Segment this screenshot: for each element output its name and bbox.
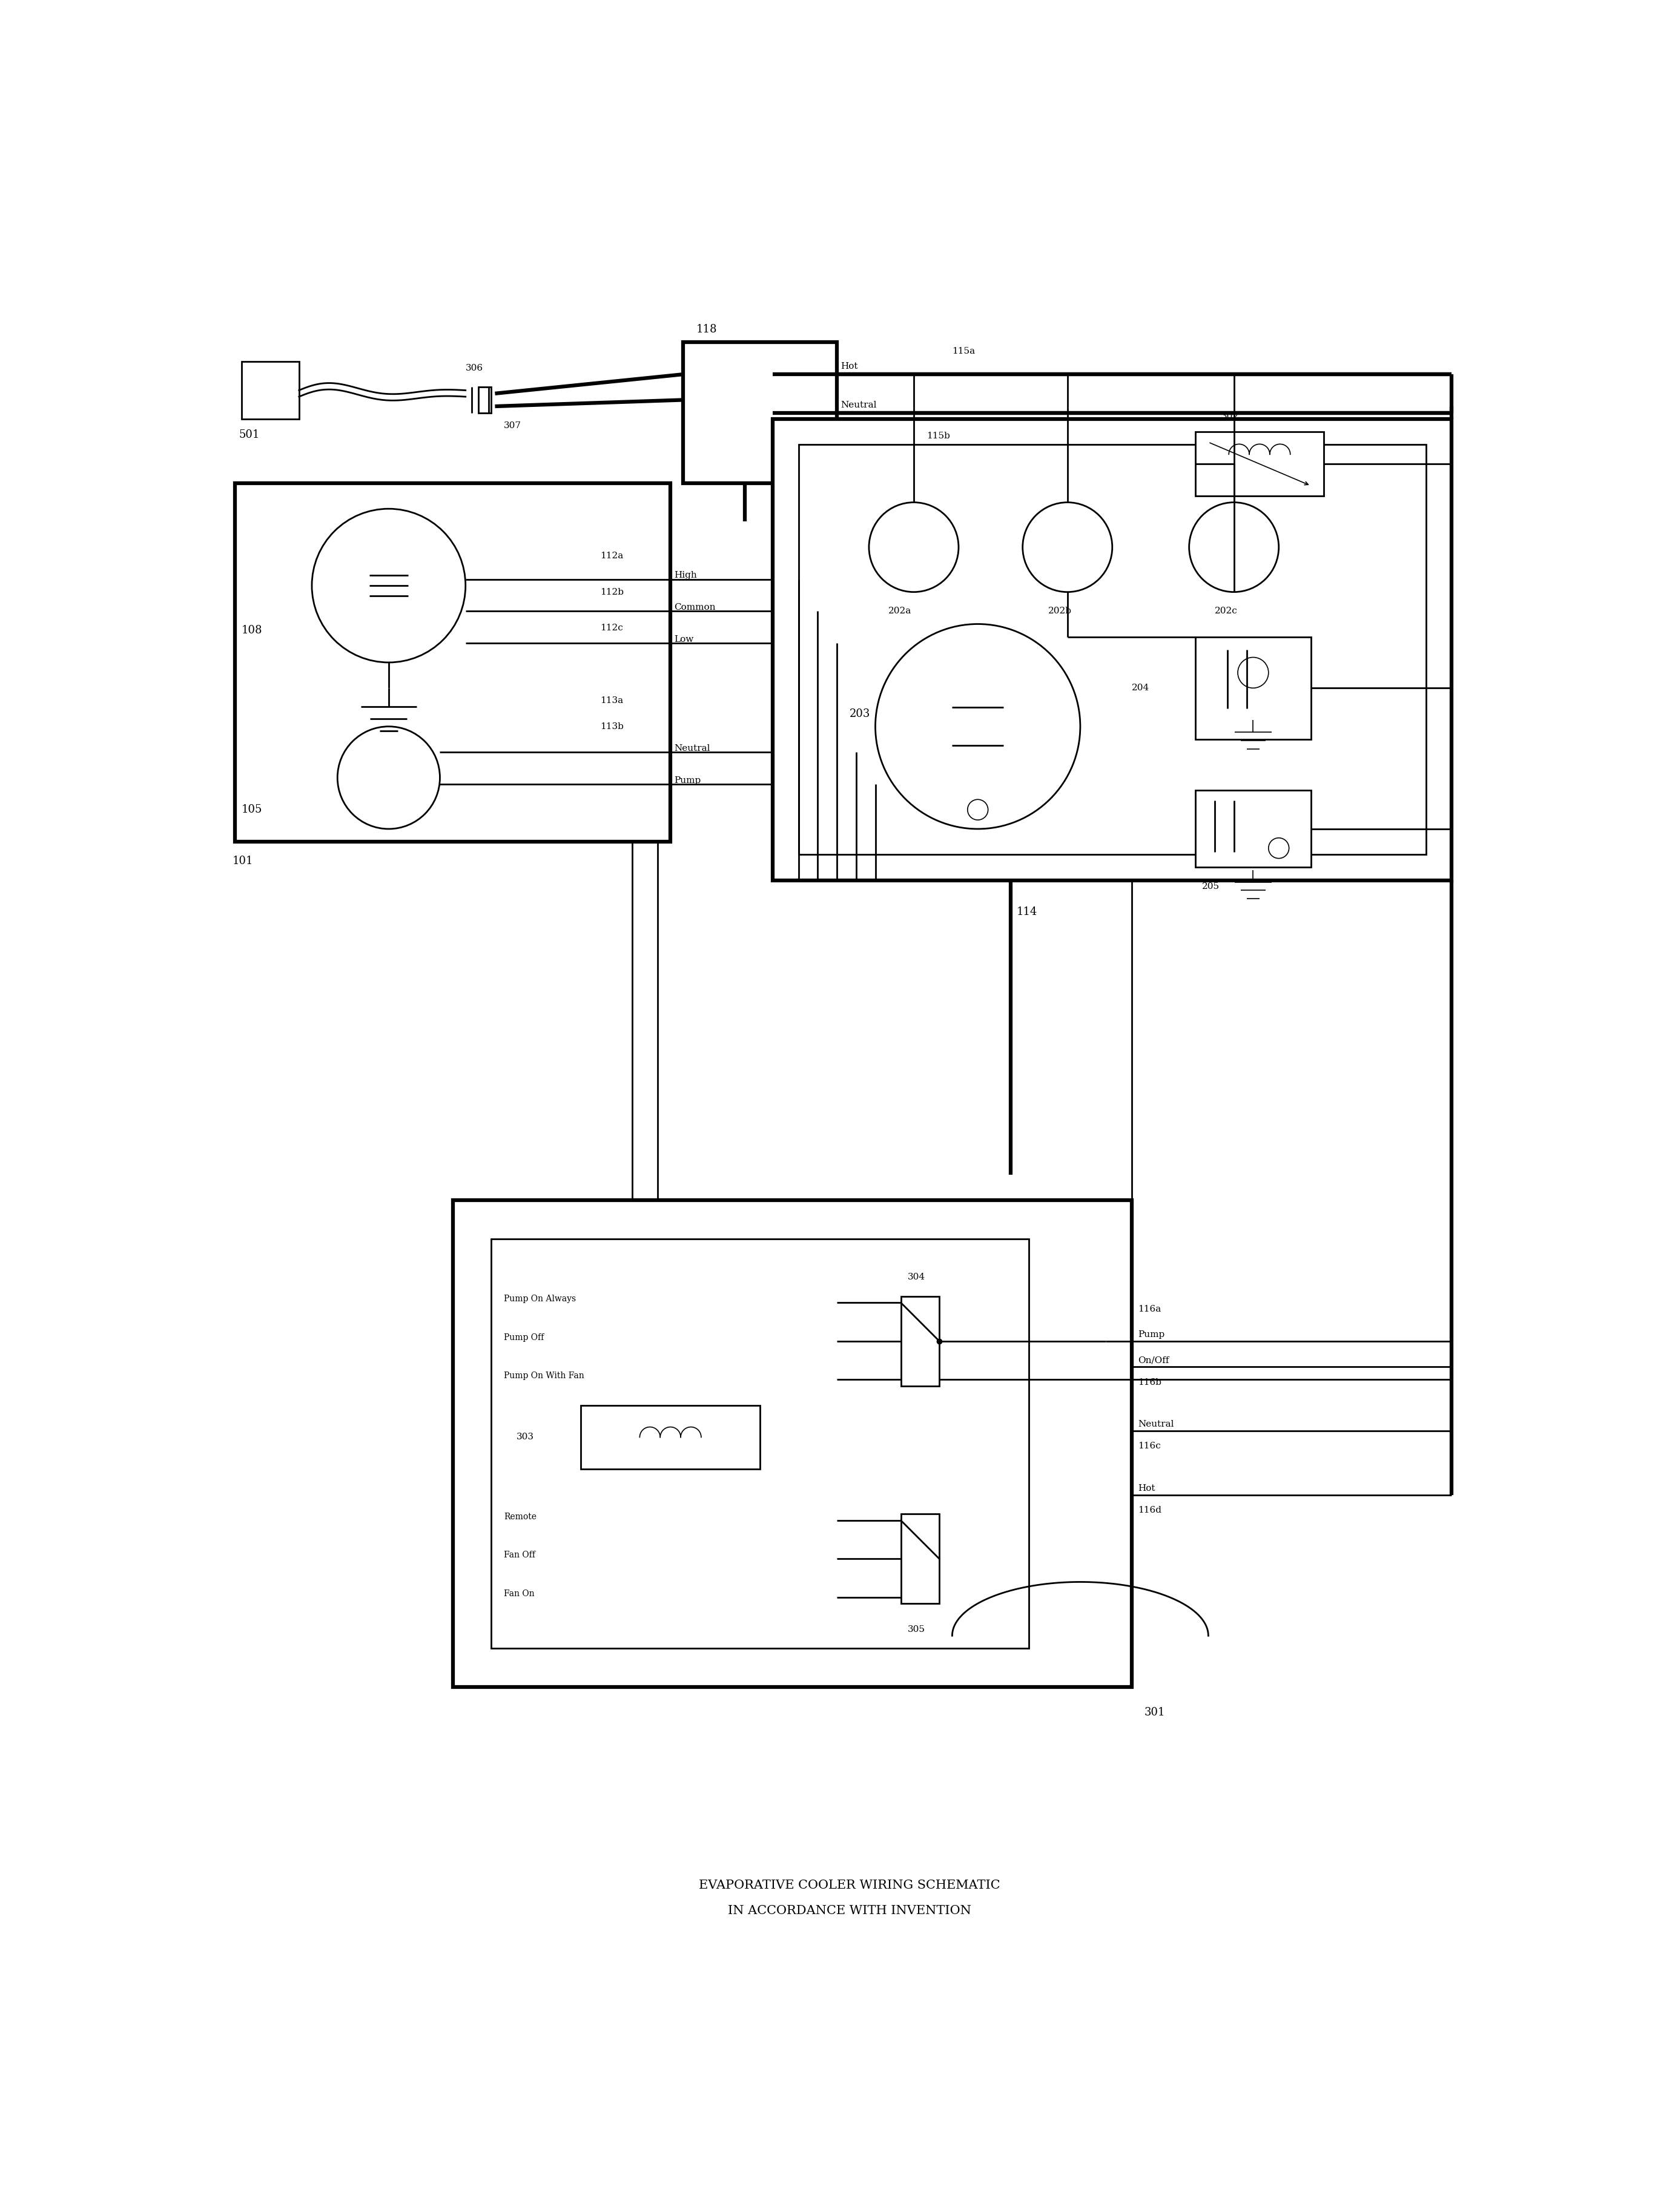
- Text: 116b: 116b: [1137, 1378, 1162, 1387]
- Text: Pump: Pump: [1137, 1332, 1164, 1338]
- Text: 101: 101: [232, 856, 254, 867]
- Text: Hot: Hot: [841, 363, 859, 372]
- Circle shape: [968, 799, 988, 821]
- Text: 116a: 116a: [1137, 1305, 1161, 1314]
- Circle shape: [869, 502, 958, 593]
- Text: Fan On: Fan On: [504, 1588, 534, 1597]
- Text: 202a: 202a: [889, 606, 912, 615]
- Text: 305: 305: [907, 1626, 925, 1632]
- Text: 112c: 112c: [600, 624, 623, 633]
- Text: 115a: 115a: [952, 347, 975, 356]
- Bar: [491, 1239, 1030, 1648]
- Circle shape: [1189, 502, 1278, 593]
- Text: 205: 205: [1202, 883, 1220, 891]
- Bar: [1195, 790, 1311, 867]
- Text: 108: 108: [242, 626, 262, 635]
- Text: 112a: 112a: [600, 553, 623, 560]
- Text: Neutral: Neutral: [675, 743, 710, 752]
- Text: 105: 105: [242, 805, 262, 816]
- Text: 115b: 115b: [927, 431, 950, 440]
- Text: Neutral: Neutral: [1137, 1420, 1174, 1429]
- Text: Hot: Hot: [1137, 1484, 1156, 1493]
- Text: IN ACCORDANCE WITH INVENTION: IN ACCORDANCE WITH INVENTION: [728, 1905, 972, 1918]
- Text: On/Off: On/Off: [1137, 1356, 1169, 1365]
- Text: Pump On Always: Pump On Always: [504, 1294, 575, 1303]
- Text: Pump: Pump: [675, 776, 701, 785]
- Bar: [900, 1296, 940, 1387]
- Text: 118: 118: [696, 323, 716, 334]
- Text: Remote: Remote: [504, 1513, 537, 1522]
- Text: 203: 203: [849, 708, 870, 719]
- Bar: [1195, 637, 1311, 739]
- Text: 202b: 202b: [1048, 606, 1071, 615]
- Text: 304: 304: [907, 1272, 925, 1281]
- Bar: [1195, 431, 1323, 495]
- Bar: [773, 418, 1452, 880]
- Text: Neutral: Neutral: [841, 400, 877, 409]
- Text: 302: 302: [1222, 411, 1239, 420]
- Circle shape: [1239, 657, 1268, 688]
- Text: 204: 204: [1131, 684, 1149, 692]
- Bar: [478, 387, 491, 414]
- Text: Pump Off: Pump Off: [504, 1334, 544, 1340]
- Bar: [900, 1513, 940, 1604]
- Text: Common: Common: [675, 604, 716, 611]
- Text: 301: 301: [1144, 1708, 1166, 1719]
- Text: Low: Low: [675, 635, 693, 644]
- Text: 303: 303: [517, 1433, 534, 1442]
- Text: 307: 307: [504, 420, 522, 429]
- Text: Pump On With Fan: Pump On With Fan: [504, 1371, 584, 1380]
- Circle shape: [1023, 502, 1113, 593]
- Bar: [235, 482, 670, 843]
- Circle shape: [338, 726, 439, 830]
- Bar: [683, 343, 837, 482]
- Text: Fan Off: Fan Off: [504, 1551, 536, 1559]
- Text: 202c: 202c: [1215, 606, 1237, 615]
- Text: 116d: 116d: [1137, 1506, 1162, 1515]
- Circle shape: [1268, 838, 1288, 858]
- Text: 501: 501: [239, 429, 260, 440]
- Text: High: High: [675, 571, 696, 580]
- Bar: [799, 445, 1426, 854]
- Text: EVAPORATIVE COOLER WIRING SCHEMATIC: EVAPORATIVE COOLER WIRING SCHEMATIC: [700, 1880, 1000, 1891]
- Circle shape: [312, 509, 466, 661]
- Text: 112b: 112b: [600, 588, 623, 597]
- Bar: [580, 1405, 759, 1469]
- Text: 306: 306: [466, 363, 482, 372]
- Text: 113a: 113a: [600, 697, 623, 706]
- Bar: [453, 1201, 1131, 1688]
- Text: 113b: 113b: [600, 723, 623, 730]
- Text: 114: 114: [1016, 907, 1038, 918]
- Circle shape: [875, 624, 1081, 830]
- Text: 116c: 116c: [1137, 1442, 1161, 1451]
- Bar: [242, 361, 298, 418]
